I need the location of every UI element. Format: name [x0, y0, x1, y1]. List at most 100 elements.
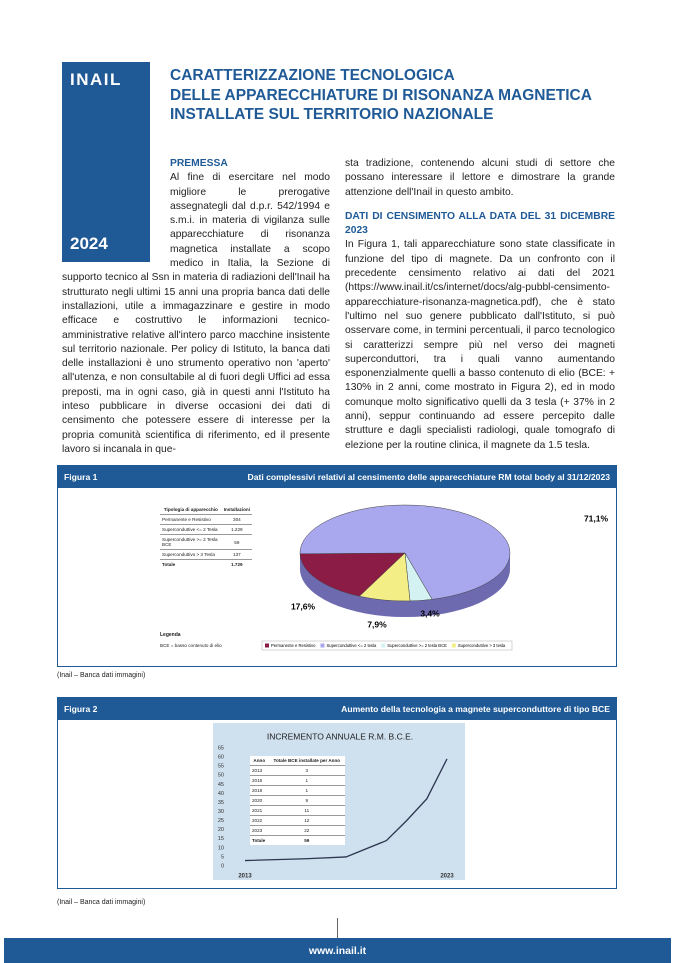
- table-row: 2021 11: [250, 805, 345, 816]
- y-tick-label: 0: [221, 863, 224, 869]
- table-row: Superconduttive <= 2 Tesla 1.229: [160, 524, 252, 535]
- figure-title: Dati complessivi relativi al censimento …: [247, 472, 610, 482]
- y-tick-label: 5: [221, 854, 224, 860]
- title-line: CARATTERIZZAZIONE TECNOLOGICA: [170, 67, 455, 84]
- legend-box: [261, 640, 513, 651]
- title: CARATTERIZZAZIONE TECNOLOGICA DELLE APPA…: [170, 66, 630, 125]
- pie-slice: [299, 504, 511, 600]
- table-row: Superconduttivo > 3 Tesla 137: [160, 549, 252, 560]
- y-tick-label: 20: [218, 827, 224, 833]
- figure-label: Figura 1: [64, 472, 98, 482]
- table-cell: Superconduttivo > 3 Tesla: [160, 549, 222, 560]
- data-label: 17,6%: [291, 601, 316, 611]
- y-tick-label: 50: [218, 773, 224, 779]
- figure-label: Figura 2: [64, 704, 98, 714]
- x-tick-label: 2013: [238, 874, 252, 880]
- y-tick-label: 65: [218, 745, 224, 751]
- logo: INAIL: [70, 70, 122, 89]
- y-tick-label: 30: [218, 809, 224, 815]
- paragraph: In Figura 1, tali apparecchiature sono s…: [345, 239, 615, 451]
- year: 2024: [70, 234, 108, 253]
- figure-header: Figura 2 Aumento della tecnologia a magn…: [58, 698, 616, 720]
- y-tick-label: 10: [218, 845, 224, 851]
- table-cell: Anno: [250, 756, 269, 766]
- table-cell: Permanente e Resistivo: [160, 514, 222, 525]
- table-cell: 304: [221, 514, 252, 525]
- table-row: 2023 22: [250, 825, 345, 836]
- table-row: 2020 9: [250, 795, 345, 806]
- y-tick-label: 40: [218, 791, 224, 797]
- caption: (Inail – Banca dati immagini): [57, 899, 146, 906]
- brand-block: INAIL 2024: [62, 62, 150, 262]
- y-tick-label: 45: [218, 782, 224, 788]
- legend-label: Permanente e Resistivo: [271, 643, 316, 648]
- table-cell: 137: [221, 549, 252, 560]
- footer: www.inail.it: [4, 938, 671, 963]
- table-cell: 59: [221, 534, 252, 550]
- table-row: 2016 1: [250, 775, 345, 786]
- y-tick-label: 35: [218, 800, 224, 806]
- y-tick-label: 60: [218, 755, 224, 761]
- table-cell: 22: [268, 825, 345, 836]
- legend-title: Legenda: [160, 632, 181, 638]
- table-row: 2013 3: [250, 765, 345, 776]
- legend-swatch: [381, 643, 386, 648]
- table-row: Permanente e Resistivo 304: [160, 514, 252, 525]
- chart-title: INCREMENTO ANNUALE R.M. B.C.E.: [267, 731, 413, 741]
- legend-swatch: [451, 643, 456, 648]
- figure-2: Figura 2 Aumento della tecnologia a magn…: [57, 697, 617, 889]
- table-cell: Totale BCE installate per Anno: [268, 756, 345, 766]
- legend-swatch: [265, 643, 269, 648]
- table-cell: 11: [268, 805, 345, 816]
- table-cell: Installazioni: [221, 505, 252, 515]
- table-cell: Totale: [252, 838, 266, 843]
- legend-label: Superconduttive >= 2 tesla BCE: [387, 643, 447, 648]
- data-table: Tipologia di apparecchio Installazioni Per…: [160, 505, 252, 569]
- table-cell: 59: [304, 838, 310, 843]
- table-cell: 2018: [250, 785, 269, 796]
- table-cell: 1: [268, 775, 345, 786]
- title-line: DELLE APPARECCHIATURE DI RISONANZA MAGNE…: [170, 86, 592, 104]
- legend-label: Superconduttive <= 2 tesla: [326, 643, 376, 648]
- table-cell: 3: [268, 765, 345, 776]
- table-cell: 12: [268, 815, 345, 826]
- table-cell: Superconduttive >= 2 Tesla BCE: [160, 534, 222, 550]
- title-line: INSTALLATE SUL TERRITORIO NAZIONALE: [170, 106, 494, 123]
- figure-title: Aumento della tecnologia a magnete super…: [341, 704, 610, 714]
- table-row: Tipologia di apparecchio Installazioni: [160, 505, 252, 515]
- table-cell: Superconduttive <= 2 Tesla: [160, 524, 222, 535]
- data-table: Anno Totale BCE installate per Anno 2013 3 2…: [250, 756, 345, 845]
- table-cell: 1.729: [231, 562, 243, 567]
- table-cell: 1: [268, 785, 345, 796]
- y-tick-label: 55: [218, 764, 224, 770]
- paragraph: sta tradizione, contenendo alcuni studi …: [345, 158, 615, 198]
- caption: (Inail – Banca dati immagini): [57, 672, 146, 679]
- figure-header: Figura 1 Dati complessivi relativi al ce…: [58, 466, 616, 488]
- data-label: 71,1%: [584, 513, 609, 523]
- table-cell: Tipologia di apparecchio: [160, 505, 222, 515]
- legend-label: Superconduttive > 3 tesla: [458, 643, 506, 648]
- table-row: Totale 1.729: [160, 560, 252, 570]
- pie-slice: [299, 552, 406, 597]
- data-label: 7,9%: [367, 619, 387, 629]
- table-row: Anno Totale BCE installate per Anno: [250, 756, 345, 766]
- table-row: Superconduttive >= 2 Tesla BCE 59: [160, 534, 252, 550]
- table-cell: 1.229: [221, 524, 252, 535]
- table-row: Totale 59: [250, 836, 345, 846]
- table-cell: Totale: [162, 562, 176, 567]
- figure-1: Figura 1 Dati complessivi relativi al ce…: [57, 465, 617, 667]
- column-right: sta tradizione, contenendo alcuni studi …: [345, 157, 615, 453]
- table-cell: 2023: [250, 825, 269, 836]
- x-tick-label: 2023: [440, 874, 454, 880]
- y-tick-label: 25: [218, 818, 224, 824]
- paragraph: Al fine di esercitare nel modo migliore …: [62, 172, 330, 455]
- legend-swatch: [320, 643, 325, 648]
- column-left: PREMESSA Al fine di esercitare nel modo …: [62, 157, 330, 457]
- table-cell: 2016: [250, 775, 269, 786]
- table-cell: 9: [268, 795, 345, 806]
- y-tick-label: 15: [218, 836, 224, 842]
- divider: [337, 918, 338, 938]
- table-cell: 2013: [250, 765, 269, 776]
- table-row: 2018 1: [250, 785, 345, 796]
